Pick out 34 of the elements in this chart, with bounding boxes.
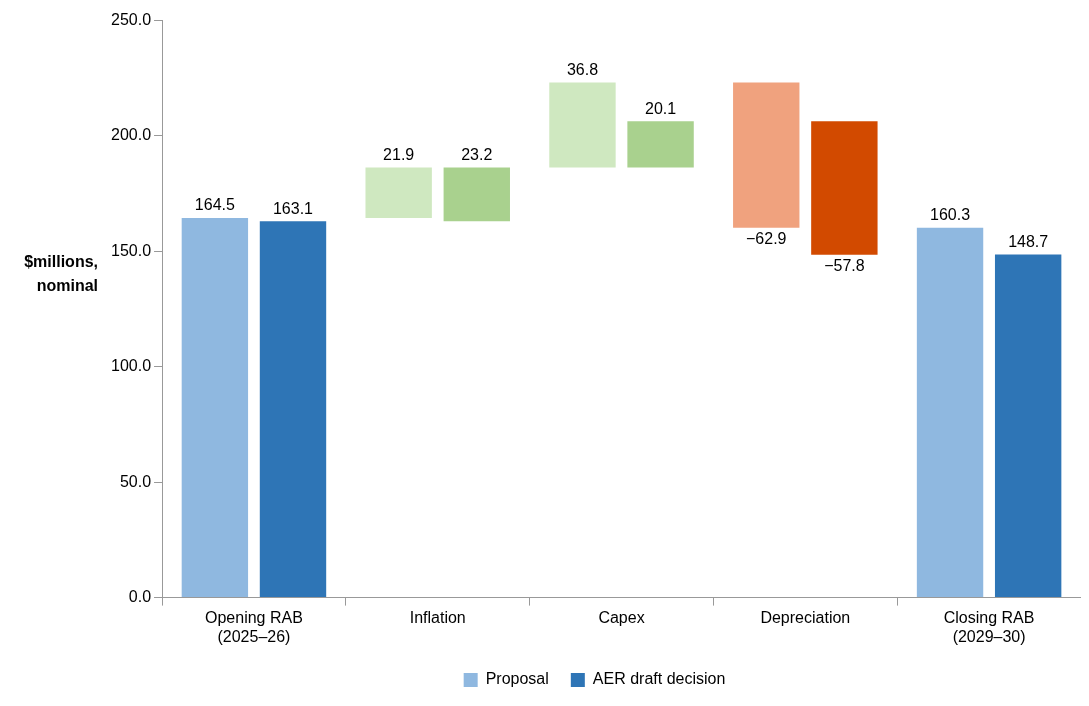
legend-label: AER draft decision: [592, 670, 726, 688]
data-label: 20.1: [645, 99, 677, 117]
data-label: −62.9: [746, 230, 787, 248]
data-label: −57.8: [824, 257, 865, 275]
data-label: 21.9: [383, 145, 415, 163]
bar: [443, 167, 510, 222]
legend-label: Proposal: [485, 670, 549, 688]
bar: [994, 254, 1062, 598]
y-tick-label: 50.0: [119, 472, 152, 490]
data-label: 148.7: [1008, 232, 1049, 250]
bar: [259, 221, 327, 598]
data-label: 160.3: [930, 206, 971, 224]
bar: [549, 82, 616, 168]
y-tick-label: 150.0: [110, 241, 152, 259]
data-label: 164.5: [194, 196, 235, 214]
y-tick-label: 0.0: [128, 588, 152, 606]
data-label: 36.8: [566, 60, 599, 78]
x-tick-label: Inflation: [409, 608, 466, 626]
y-tick-label: 100.0: [110, 357, 152, 375]
bar: [811, 121, 878, 255]
data-label: 23.2: [461, 146, 493, 164]
data-label: 163.1: [272, 199, 314, 217]
y-axis-title: $millions, nominal: [24, 252, 98, 294]
bar: [627, 121, 694, 168]
x-tick-label: Opening RAB (2025–26): [205, 608, 303, 645]
y-tick-label: 200.0: [110, 126, 152, 144]
y-tick-label: 250.0: [110, 11, 152, 29]
x-tick-label: Depreciation: [760, 608, 851, 626]
bar: [916, 227, 984, 598]
bar: [181, 217, 249, 598]
bar: [365, 167, 432, 218]
x-tick-label: Capex: [598, 608, 645, 626]
bar: [733, 82, 800, 228]
x-tick-label: Closing RAB (2029–30): [943, 608, 1035, 645]
